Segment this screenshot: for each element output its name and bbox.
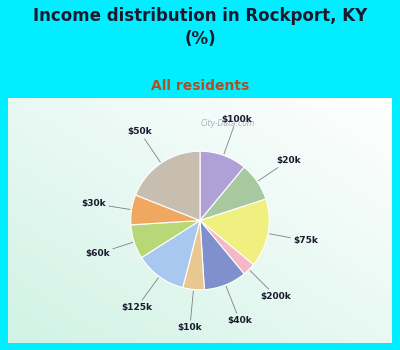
Text: $200k: $200k xyxy=(250,271,291,301)
Wedge shape xyxy=(200,220,253,274)
Text: $60k: $60k xyxy=(86,242,133,258)
Text: $100k: $100k xyxy=(221,115,252,154)
Text: $75k: $75k xyxy=(270,234,318,245)
Text: Income distribution in Rockport, KY
(%): Income distribution in Rockport, KY (%) xyxy=(33,7,367,48)
Wedge shape xyxy=(142,220,200,288)
Wedge shape xyxy=(200,199,269,265)
Text: City-Data.com: City-Data.com xyxy=(200,119,255,128)
Wedge shape xyxy=(131,220,200,258)
Text: $20k: $20k xyxy=(258,156,301,181)
Wedge shape xyxy=(136,151,200,220)
Wedge shape xyxy=(200,151,244,220)
Wedge shape xyxy=(131,195,200,225)
Wedge shape xyxy=(200,220,244,290)
Text: All residents: All residents xyxy=(151,79,249,93)
Wedge shape xyxy=(183,220,204,290)
Text: $10k: $10k xyxy=(178,291,202,332)
Text: $125k: $125k xyxy=(121,278,158,312)
Text: $30k: $30k xyxy=(82,199,130,209)
Text: $50k: $50k xyxy=(127,127,160,162)
Wedge shape xyxy=(200,167,266,220)
Text: $40k: $40k xyxy=(226,286,252,325)
